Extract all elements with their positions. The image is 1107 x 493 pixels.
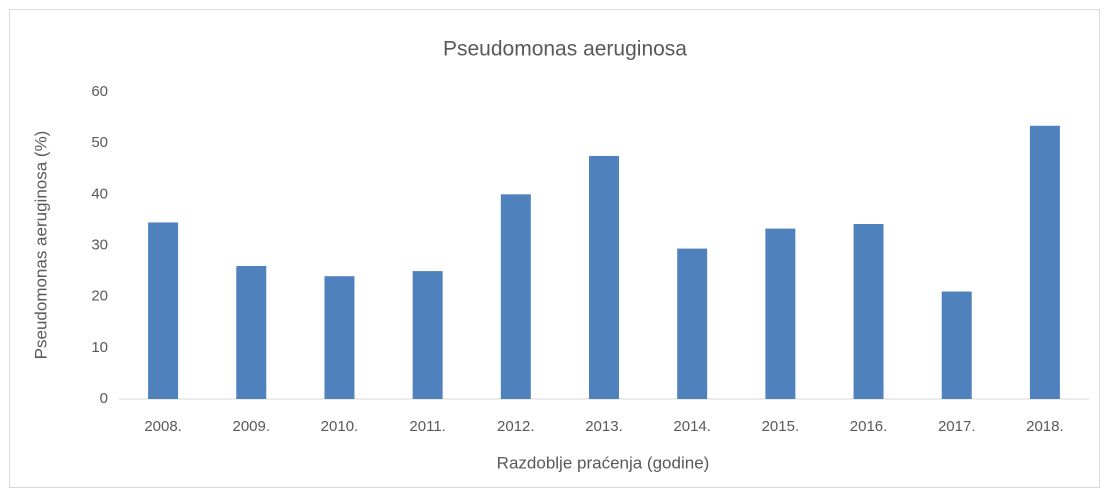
x-tick-label: 2015. (762, 418, 800, 435)
chart-border (9, 9, 1100, 488)
bar (236, 265, 267, 399)
x-tick-label: 2010. (321, 418, 359, 435)
x-tick-label: 2012. (497, 418, 535, 435)
bar (941, 291, 972, 399)
y-tick-label: 50 (91, 134, 108, 151)
y-axis-title: Pseudomonas aeruginosa (%) (31, 131, 50, 360)
bar (324, 276, 355, 399)
x-tick-label: 2011. (409, 418, 445, 435)
bar (677, 248, 708, 399)
x-tick-label: 2018. (1026, 418, 1064, 435)
bar (765, 228, 796, 399)
bar (500, 194, 531, 399)
x-axis-title: Razdoblje praćenja (godine) (497, 453, 710, 472)
x-tick-label: 2017. (938, 418, 976, 435)
x-tick-label: 2014. (673, 418, 711, 435)
y-tick-label: 60 (91, 83, 108, 100)
bar (1029, 125, 1060, 400)
bar (589, 155, 619, 399)
x-tick-label: 2008. (144, 418, 182, 435)
y-tick-label: 0 (100, 390, 108, 407)
y-tick-label: 40 (91, 185, 108, 202)
y-tick-label: 10 (91, 339, 108, 356)
x-tick-label: 2009. (232, 418, 270, 435)
y-tick-label: 20 (91, 288, 108, 305)
x-tick-label: 2016. (850, 418, 888, 435)
bar (412, 271, 443, 399)
y-tick-label: 30 (91, 236, 108, 253)
bar (853, 224, 884, 399)
x-tick-label: 2013. (585, 418, 623, 435)
chart-title: Pseudomonas aeruginosa (443, 38, 687, 61)
bar (148, 222, 179, 399)
